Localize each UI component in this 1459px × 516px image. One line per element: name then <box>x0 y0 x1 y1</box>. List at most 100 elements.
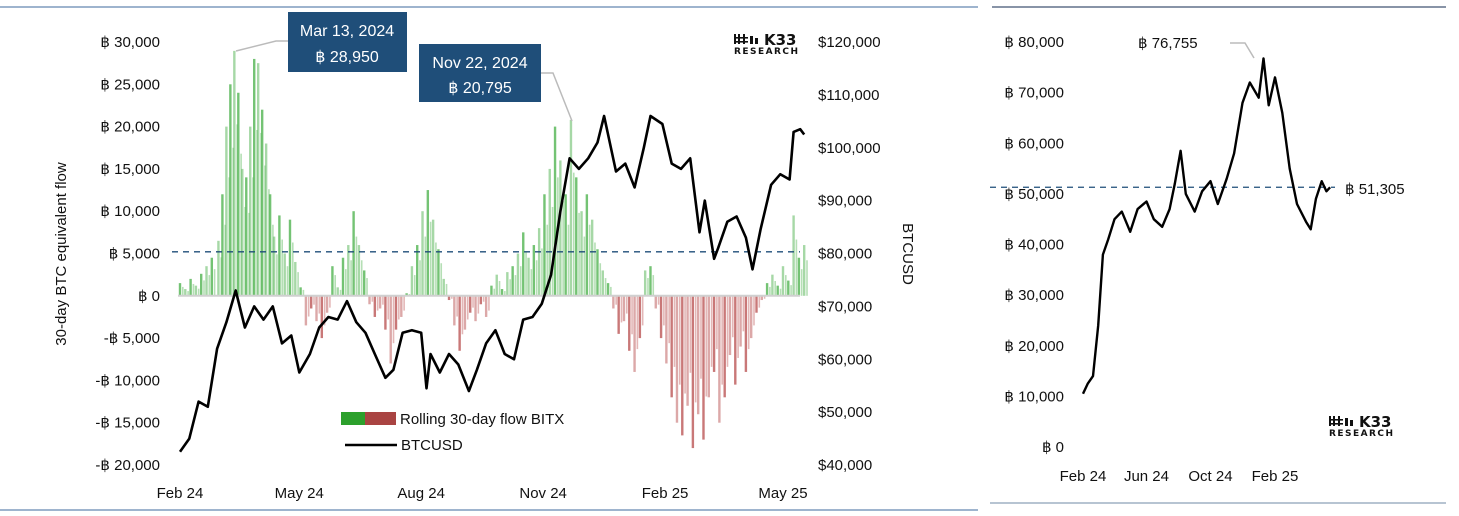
inflow-bar <box>771 274 774 296</box>
y-tick-label: ฿ 30,000 <box>1004 287 1064 304</box>
inflow-bar <box>302 289 305 296</box>
inflow-bar <box>575 177 578 296</box>
latest-label: ฿ 51,305 <box>1345 181 1405 198</box>
inflow-bar <box>490 285 493 296</box>
inflow-bar <box>769 286 771 296</box>
outflow-bar <box>453 295 456 326</box>
inflow-bar <box>339 289 342 296</box>
y2-tick-label: $50,000 <box>818 404 872 421</box>
outflow-bar <box>403 295 405 311</box>
inflow-bar <box>281 239 283 296</box>
outflow-bar <box>310 295 313 309</box>
y-tick-label: ฿ 10,000 <box>1004 388 1064 405</box>
y2-tick-label: $90,000 <box>818 193 872 210</box>
outflow-bar <box>400 295 403 317</box>
outflow-bar <box>691 295 695 449</box>
y-tick-label: ฿ 10,000 <box>100 203 160 220</box>
outflow-bar <box>716 295 718 350</box>
inflow-bar <box>504 291 506 296</box>
inflow-bar <box>776 285 779 296</box>
inflow-bar <box>797 257 801 296</box>
inflow-bar <box>203 280 205 296</box>
inflow-bar <box>643 270 647 296</box>
inflow-bar <box>197 288 200 296</box>
inflow-bar <box>535 260 538 296</box>
inflow-bar <box>572 172 575 296</box>
inflow-bar <box>294 261 297 296</box>
outflow-bar <box>659 295 663 339</box>
legend-swatch-negative <box>365 412 396 425</box>
outflow-bar <box>615 295 617 305</box>
inflow-bar <box>352 211 355 296</box>
outflow-bar <box>758 295 761 308</box>
inflow-bar <box>440 263 443 296</box>
inflow-bar <box>559 160 562 296</box>
inflow-bar <box>366 278 368 296</box>
inflow-bar <box>800 269 803 296</box>
outflow-bar <box>320 295 324 339</box>
inflow-bar <box>522 232 525 296</box>
inflow-bar <box>569 119 573 296</box>
inflow-bar <box>200 273 203 296</box>
outflow-bar <box>749 295 753 339</box>
inflow-bar <box>286 266 289 296</box>
legend-label-btcusd: BTCUSD <box>401 437 463 454</box>
outflow-bar <box>726 295 729 367</box>
inflow-bar <box>225 126 228 296</box>
inflow-bar <box>431 219 435 296</box>
callout-leader <box>235 40 288 52</box>
inflow-bar <box>525 251 527 296</box>
y-tick-label: ฿ 0 <box>1042 439 1064 456</box>
inflow-bar <box>194 285 198 296</box>
y-tick-label: ฿ 20,000 <box>1004 338 1064 355</box>
outflow-bar <box>763 295 766 299</box>
inflow-bar <box>355 236 358 296</box>
outflow-bar <box>307 295 310 317</box>
inflow-bar <box>500 289 504 296</box>
outflow-bar <box>753 295 755 326</box>
outflow-bar <box>482 295 485 302</box>
inflow-bar <box>268 194 272 296</box>
inflow-bar <box>299 287 302 296</box>
y-tick-label: ฿ 60,000 <box>1004 135 1064 152</box>
outflow-bar <box>382 295 384 305</box>
outflow-bar <box>681 295 684 436</box>
outflow-bar <box>315 295 318 322</box>
inflow-bar <box>192 283 195 296</box>
inflow-bar <box>435 242 437 296</box>
k33-logo: K33 RESEARCH <box>1329 413 1393 439</box>
inflow-bar <box>578 212 580 296</box>
inflow-bar <box>585 194 589 296</box>
inflow-bar <box>264 143 268 296</box>
y-tick-label: ฿ 70,000 <box>1004 85 1064 102</box>
inflow-bar <box>588 224 591 296</box>
y2-axis-title: BTCUSD <box>899 223 916 285</box>
y-tick-label: -฿ 10,000 <box>95 372 160 389</box>
x-tick-label: Feb 24 <box>1060 468 1107 485</box>
inflow-bar <box>360 260 363 296</box>
y-tick-label: -฿ 5,000 <box>104 330 160 347</box>
outflow-bar <box>712 295 716 372</box>
outflow-bar <box>663 295 665 326</box>
inflow-bar <box>546 224 549 296</box>
inflow-bar <box>229 84 232 296</box>
callout-box <box>419 44 541 102</box>
left-y-axis: ฿ 30,000 ฿ 25,000 ฿ 20,000 ฿ 15,000 ฿ 10,000… <box>95 34 160 474</box>
inflow-bar <box>253 58 256 296</box>
outflow-bar <box>657 295 660 305</box>
outflow-bar <box>313 295 315 305</box>
outflow-bar <box>705 295 708 397</box>
inflow-bar <box>567 224 570 296</box>
y2-tick-label: $120,000 <box>818 34 881 51</box>
outflow-bar <box>469 295 472 313</box>
y-tick-label: ฿ 15,000 <box>100 161 160 178</box>
outflow-bar <box>696 295 700 415</box>
y-tick-label: ฿ 40,000 <box>1004 237 1064 254</box>
inflow-bar <box>606 283 610 296</box>
logo-mark-icon <box>1329 416 1353 426</box>
inflow-bar <box>217 240 220 296</box>
outflow-bar <box>617 295 620 334</box>
outflow-bar <box>373 295 377 317</box>
outflow-bar <box>625 295 628 314</box>
logo-sub: RESEARCH <box>734 47 798 57</box>
